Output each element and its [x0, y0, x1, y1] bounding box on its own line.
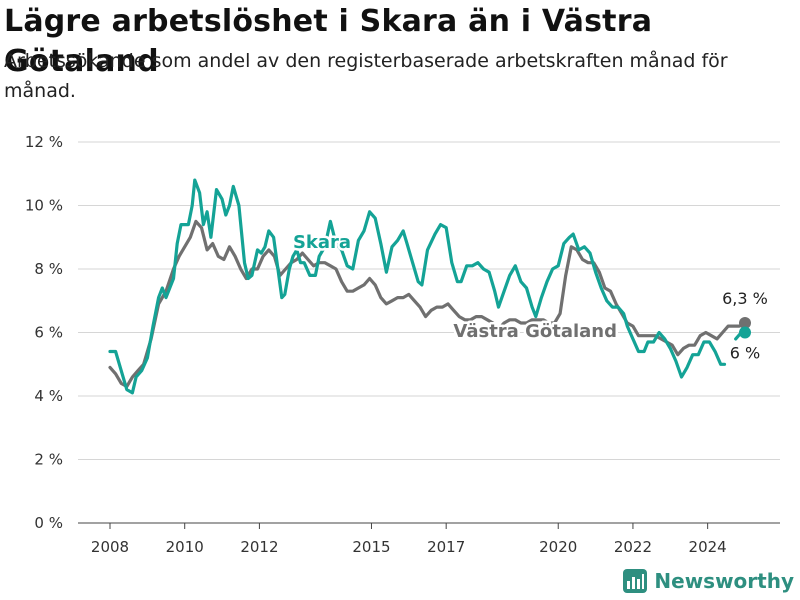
- x-tick-label: 2024: [689, 538, 727, 556]
- x-tick-label: 2010: [166, 538, 204, 556]
- series-line-skara: [108, 178, 727, 395]
- y-tick-label: 6 %: [34, 324, 63, 342]
- chart-subtitle: Arbetssökande som andel av den registerb…: [4, 50, 728, 102]
- y-tick-label: 2 %: [34, 451, 63, 469]
- end-label-skara: 6 %: [730, 344, 760, 363]
- y-tick-label: 12 %: [25, 133, 63, 151]
- brand: Newsworthy: [622, 568, 794, 594]
- series-label-vastra-gotaland: Västra Götaland: [453, 321, 617, 342]
- y-tick-label: 8 %: [34, 260, 63, 278]
- newsworthy-logo-icon: [623, 569, 648, 593]
- x-tick-label: 2017: [427, 538, 465, 556]
- end-point-skara: [739, 326, 751, 339]
- x-tick-label: 2012: [240, 538, 278, 556]
- chart-title: Lägre arbetslöshet i Skara än i Västra G…: [4, 4, 653, 79]
- y-tick-label: 0 %: [34, 514, 63, 532]
- x-tick-label: 2015: [352, 538, 390, 556]
- x-tick-label: 2008: [91, 538, 129, 556]
- brand-name: Newsworthy: [654, 569, 794, 593]
- end-point-vastra-gotaland: [739, 316, 751, 329]
- end-label-vastra-gotaland: 6,3 %: [722, 289, 768, 308]
- y-tick-label: 4 %: [34, 387, 63, 405]
- x-tick-label: 2022: [614, 538, 652, 556]
- x-tick-label: 2020: [539, 538, 577, 556]
- y-tick-label: 10 %: [25, 197, 63, 215]
- series-line-vastra-gotaland: [108, 219, 747, 389]
- series-label-skara: Skara: [293, 232, 351, 253]
